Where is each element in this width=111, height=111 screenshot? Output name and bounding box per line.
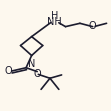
Text: O: O [5,66,12,76]
Text: NH: NH [47,17,62,27]
Text: O: O [89,21,96,31]
Text: H: H [51,11,58,21]
Text: N: N [28,59,35,69]
Text: O: O [34,69,42,79]
